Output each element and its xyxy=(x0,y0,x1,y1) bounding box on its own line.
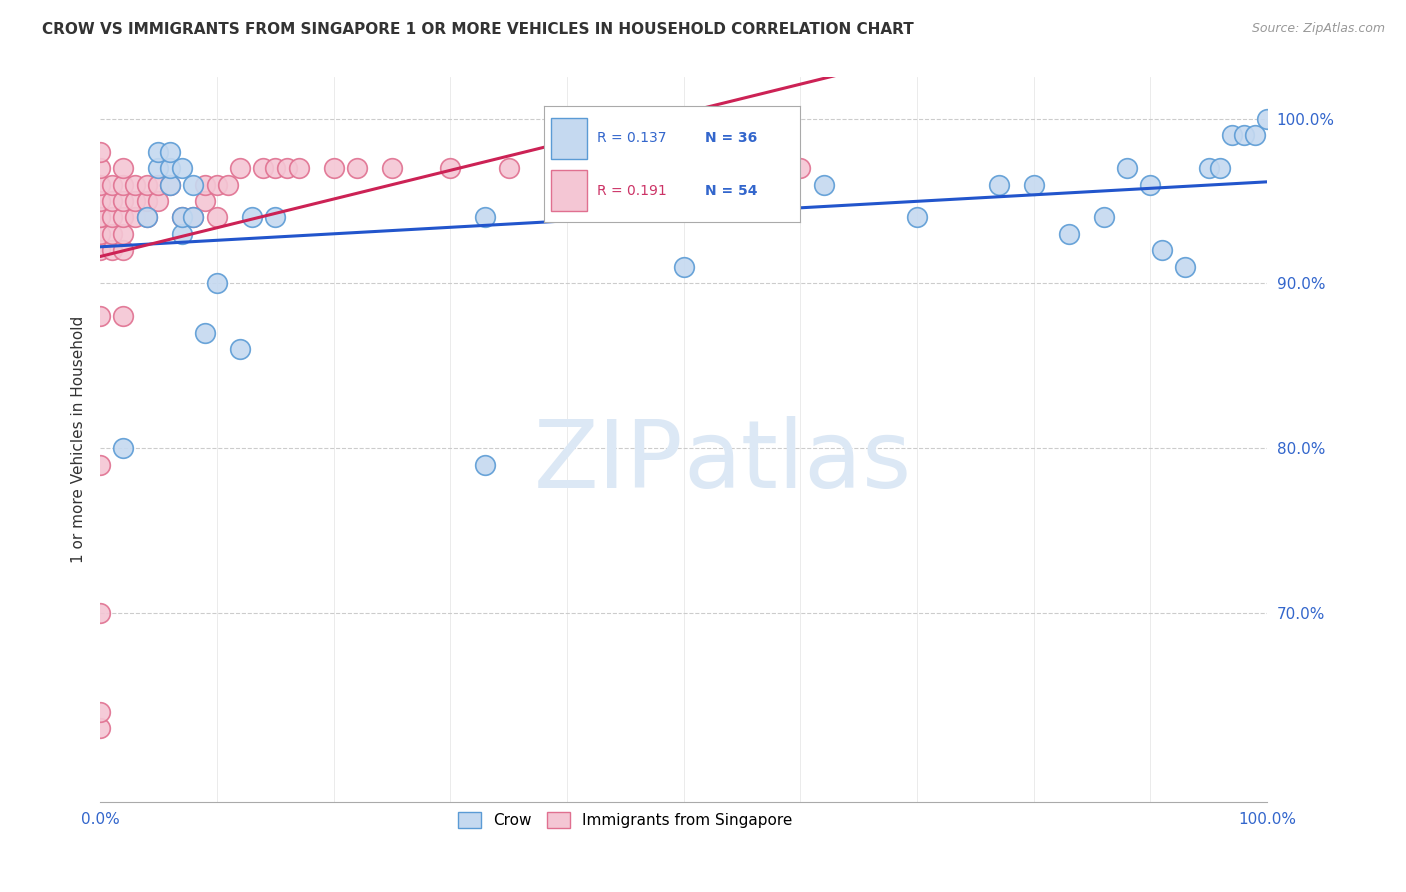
Point xyxy=(194,326,217,340)
Point xyxy=(89,211,111,225)
Point xyxy=(1116,161,1139,175)
Point xyxy=(112,178,135,192)
Point xyxy=(112,244,135,258)
Point xyxy=(276,161,298,175)
Point xyxy=(474,458,496,472)
Point xyxy=(89,310,111,324)
Point xyxy=(170,211,193,225)
Point xyxy=(252,161,274,175)
Point xyxy=(112,211,135,225)
Point xyxy=(183,178,205,192)
Point xyxy=(205,211,228,225)
Point xyxy=(1022,178,1045,192)
Point xyxy=(183,211,205,225)
Point xyxy=(124,178,146,192)
Point xyxy=(240,211,263,225)
Point xyxy=(1057,227,1080,241)
Point xyxy=(346,161,368,175)
Text: Source: ZipAtlas.com: Source: ZipAtlas.com xyxy=(1251,22,1385,36)
Point xyxy=(89,244,111,258)
Point xyxy=(112,227,135,241)
Point xyxy=(322,161,344,175)
Point xyxy=(205,277,228,291)
Point xyxy=(205,178,228,192)
Point xyxy=(159,161,181,175)
Point xyxy=(229,343,252,357)
Point xyxy=(101,194,124,208)
Text: CROW VS IMMIGRANTS FROM SINGAPORE 1 OR MORE VEHICLES IN HOUSEHOLD CORRELATION CH: CROW VS IMMIGRANTS FROM SINGAPORE 1 OR M… xyxy=(42,22,914,37)
Point xyxy=(264,211,287,225)
Point xyxy=(148,178,170,192)
Point xyxy=(194,178,217,192)
Point xyxy=(89,227,111,241)
Text: atlas: atlas xyxy=(683,416,912,508)
Point xyxy=(101,211,124,225)
Point xyxy=(987,178,1010,192)
Point xyxy=(1139,178,1161,192)
Point xyxy=(112,194,135,208)
Point xyxy=(148,161,170,175)
Point xyxy=(170,211,193,225)
Point xyxy=(89,194,111,208)
Point xyxy=(183,211,205,225)
Point xyxy=(229,161,252,175)
Point xyxy=(135,211,157,225)
Point xyxy=(1092,211,1115,225)
Y-axis label: 1 or more Vehicles in Household: 1 or more Vehicles in Household xyxy=(72,317,86,564)
Point xyxy=(159,178,181,192)
Point xyxy=(1256,112,1278,126)
Point xyxy=(101,244,124,258)
Point xyxy=(813,178,835,192)
Point xyxy=(1220,128,1243,142)
Point xyxy=(1244,128,1267,142)
Point xyxy=(264,161,287,175)
Point xyxy=(555,161,578,175)
Text: ZIP: ZIP xyxy=(534,416,683,508)
Point xyxy=(170,161,193,175)
Point xyxy=(218,178,240,192)
Point xyxy=(789,161,811,175)
Point xyxy=(170,227,193,241)
Point xyxy=(287,161,309,175)
Point xyxy=(89,211,111,225)
Point xyxy=(439,161,461,175)
Point xyxy=(148,194,170,208)
Point xyxy=(112,441,135,455)
Point xyxy=(498,161,520,175)
Point xyxy=(1209,161,1232,175)
Point xyxy=(89,458,111,472)
Point xyxy=(89,161,111,175)
Point xyxy=(124,194,146,208)
Legend: Crow, Immigrants from Singapore: Crow, Immigrants from Singapore xyxy=(451,806,799,835)
Point xyxy=(474,211,496,225)
Point xyxy=(672,260,695,274)
Point xyxy=(672,161,695,175)
Point xyxy=(101,227,124,241)
Point xyxy=(159,178,181,192)
Point xyxy=(112,161,135,175)
Point xyxy=(89,145,111,159)
Point xyxy=(89,178,111,192)
Point xyxy=(89,606,111,620)
Point xyxy=(1198,161,1220,175)
Point xyxy=(1233,128,1256,142)
Point xyxy=(89,721,111,735)
Point xyxy=(159,145,181,159)
Point xyxy=(905,211,928,225)
Point xyxy=(135,194,157,208)
Point xyxy=(1174,260,1197,274)
Point xyxy=(148,145,170,159)
Point xyxy=(1150,244,1173,258)
Point xyxy=(89,705,111,719)
Point xyxy=(124,211,146,225)
Point xyxy=(112,310,135,324)
Point xyxy=(194,194,217,208)
Point xyxy=(381,161,404,175)
Point xyxy=(135,178,157,192)
Point xyxy=(135,211,157,225)
Point xyxy=(101,178,124,192)
